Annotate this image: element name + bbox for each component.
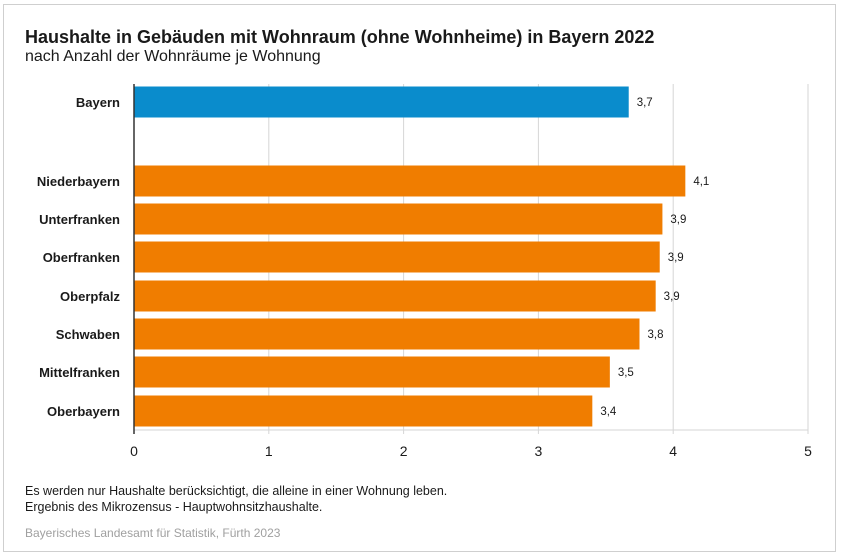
footnote-2: Ergebnis des Mikrozensus - Hauptwohnsitz…	[25, 500, 323, 514]
bar-oberfranken	[134, 241, 660, 273]
data-label: 3,8	[648, 329, 664, 341]
bar-niederbayern	[134, 165, 686, 197]
category-label: Bayern	[76, 95, 120, 110]
category-label: Oberbayern	[47, 404, 120, 419]
x-axis: 0 1 2 3 4 5	[130, 84, 812, 459]
category-label: Mittelfranken	[39, 365, 120, 380]
bar-schwaben	[134, 318, 640, 350]
category-label: Oberpfalz	[60, 289, 120, 304]
source-text: Bayerisches Landesamt für Statistik, Für…	[25, 526, 281, 540]
data-label: 3,9	[664, 291, 680, 303]
data-label: 3,9	[670, 214, 686, 226]
data-label: 3,4	[600, 406, 617, 418]
x-tick-label: 5	[804, 443, 812, 459]
x-tick-label: 4	[669, 443, 677, 459]
bar-unterfranken	[134, 203, 663, 235]
bar-oberbayern	[134, 395, 593, 427]
category-label: Schwaben	[56, 327, 120, 342]
category-label: Oberfranken	[43, 250, 120, 265]
x-tick-label: 2	[400, 443, 408, 459]
footnote-1: Es werden nur Haushalte berücksichtigt, …	[25, 484, 448, 498]
category-label: Unterfranken	[39, 212, 120, 227]
chart-title: Haushalte in Gebäuden mit Wohnraum (ohne…	[25, 27, 655, 47]
category-label: Niederbayern	[37, 174, 120, 189]
data-label: 3,5	[618, 367, 634, 379]
x-tick-label: 3	[535, 443, 543, 459]
x-tick-label: 0	[130, 443, 138, 459]
x-tick-label: 1	[265, 443, 273, 459]
chart-subtitle: nach Anzahl der Wohnräume je Wohnung	[25, 48, 321, 65]
bar-mittelfranken	[134, 356, 610, 388]
data-label: 4,1	[693, 176, 709, 188]
bar-bayern	[134, 86, 629, 118]
bars: Bayern 3,7 Niederbayern 4,1 Unterfranken 3,9 O…	[37, 86, 709, 427]
data-label: 3,7	[637, 97, 653, 109]
chart-frame	[3, 4, 836, 552]
bar-oberpfalz	[134, 280, 656, 312]
data-label: 3,9	[668, 252, 684, 264]
